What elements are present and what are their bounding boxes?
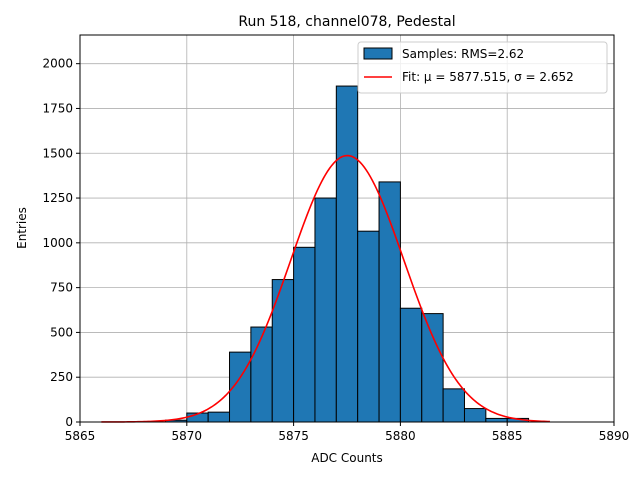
y-tick-label: 1000 [42, 236, 73, 250]
y-tick-label: 750 [50, 281, 73, 295]
y-tick-label: 1500 [42, 146, 73, 160]
y-axis-label: Entries [15, 207, 29, 249]
histogram-bar [421, 313, 444, 423]
histogram-bar [293, 246, 316, 423]
histogram-bar [314, 197, 337, 423]
x-tick-label: 5870 [172, 429, 203, 443]
legend-samples-label: Samples: RMS=2.62 [402, 47, 524, 61]
y-tick-label: 250 [50, 370, 73, 384]
histogram-bar [250, 326, 273, 423]
x-tick-label: 5865 [65, 429, 96, 443]
x-axis-label: ADC Counts [311, 451, 383, 465]
fit-curve [101, 154, 550, 423]
histogram-bar [378, 181, 401, 423]
y-axis-ticks: 0 250 500 750 1000 1250 1500 1750 2000 [42, 57, 80, 429]
plot-frame [79, 34, 615, 423]
histogram-bar [399, 307, 423, 423]
histogram-bar [357, 230, 380, 423]
chart-title: Run 518, channel078, Pedestal [238, 14, 455, 30]
legend: Samples: RMS=2.62 Fit: μ = 5877.515, σ =… [357, 41, 608, 94]
legend-box [357, 41, 608, 94]
x-tick-label: 5875 [278, 429, 309, 443]
y-tick-label: 1250 [42, 191, 73, 205]
y-tick-label: 2000 [42, 57, 73, 71]
histogram-bar [335, 85, 359, 423]
y-tick-label: 1750 [42, 101, 73, 115]
y-tick-label: 500 [50, 325, 73, 339]
x-tick-label: 5880 [385, 429, 416, 443]
histogram-bar [442, 388, 465, 423]
x-tick-label: 5885 [492, 429, 523, 443]
x-axis-ticks: 5865 5870 5875 5880 5885 5890 [65, 422, 630, 443]
histogram-bar [463, 408, 487, 423]
legend-fit-label: Fit: μ = 5877.515, σ = 2.652 [402, 70, 574, 84]
histogram-bar [207, 411, 231, 423]
histogram-bars [164, 85, 530, 423]
x-tick-label: 5890 [599, 429, 630, 443]
y-tick-label: 0 [65, 415, 73, 429]
legend-samples-swatch [363, 47, 393, 60]
histogram-bar [485, 417, 508, 423]
